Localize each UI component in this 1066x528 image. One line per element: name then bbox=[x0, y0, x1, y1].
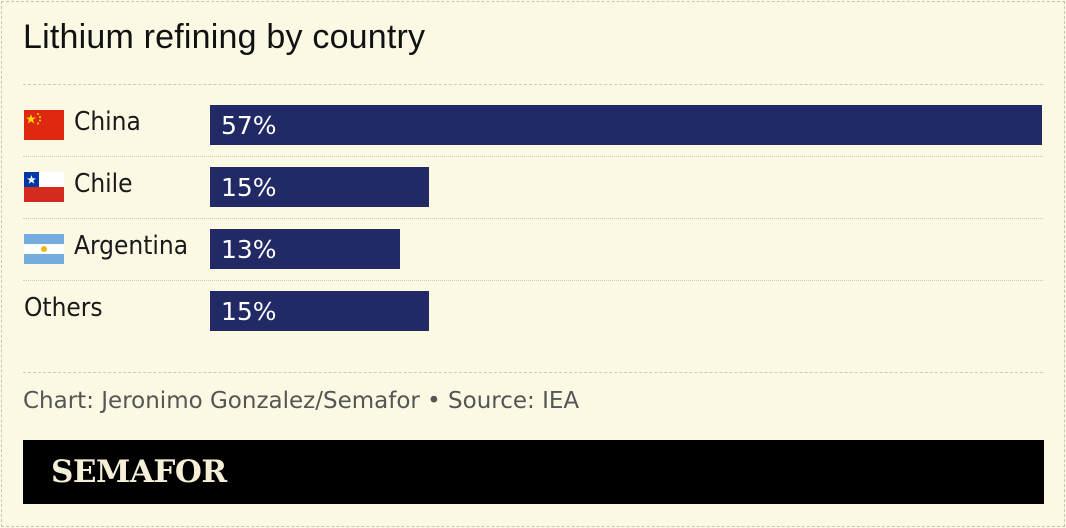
bar-row-chile: Chile 15% bbox=[0, 150, 1066, 212]
bar: 15% bbox=[210, 291, 429, 331]
chile-flag-icon bbox=[24, 172, 64, 202]
semafor-logo: SEMAFOR bbox=[51, 454, 227, 490]
row-divider bbox=[23, 218, 1043, 219]
source-divider bbox=[23, 372, 1043, 373]
bar-row-china: China 57% bbox=[0, 88, 1066, 150]
bar: 15% bbox=[210, 167, 429, 207]
category-label: Others bbox=[24, 293, 103, 323]
bar: 57% bbox=[210, 105, 1042, 145]
argentina-flag-icon bbox=[24, 234, 64, 264]
category-label: Chile bbox=[74, 169, 133, 199]
row-divider bbox=[23, 280, 1043, 281]
chart-title: Lithium refining by country bbox=[23, 18, 426, 56]
title-divider bbox=[23, 84, 1043, 85]
category-label: Argentina bbox=[74, 231, 189, 261]
bar-value-label: 15% bbox=[221, 173, 277, 202]
bar-row-argentina: Argentina 13% bbox=[0, 212, 1066, 274]
bar-value-label: 57% bbox=[221, 111, 277, 140]
bar-value-label: 13% bbox=[221, 235, 277, 264]
category-label: China bbox=[74, 107, 141, 137]
footer-bar: SEMAFOR bbox=[23, 440, 1044, 504]
bar: 13% bbox=[210, 229, 400, 269]
row-divider bbox=[23, 156, 1043, 157]
source-credit: Chart: Jeronimo Gonzalez/Semafor • Sourc… bbox=[23, 388, 580, 414]
bar-value-label: 15% bbox=[221, 297, 277, 326]
bar-row-others: Others 15% bbox=[0, 274, 1066, 336]
china-flag-icon bbox=[24, 110, 64, 140]
